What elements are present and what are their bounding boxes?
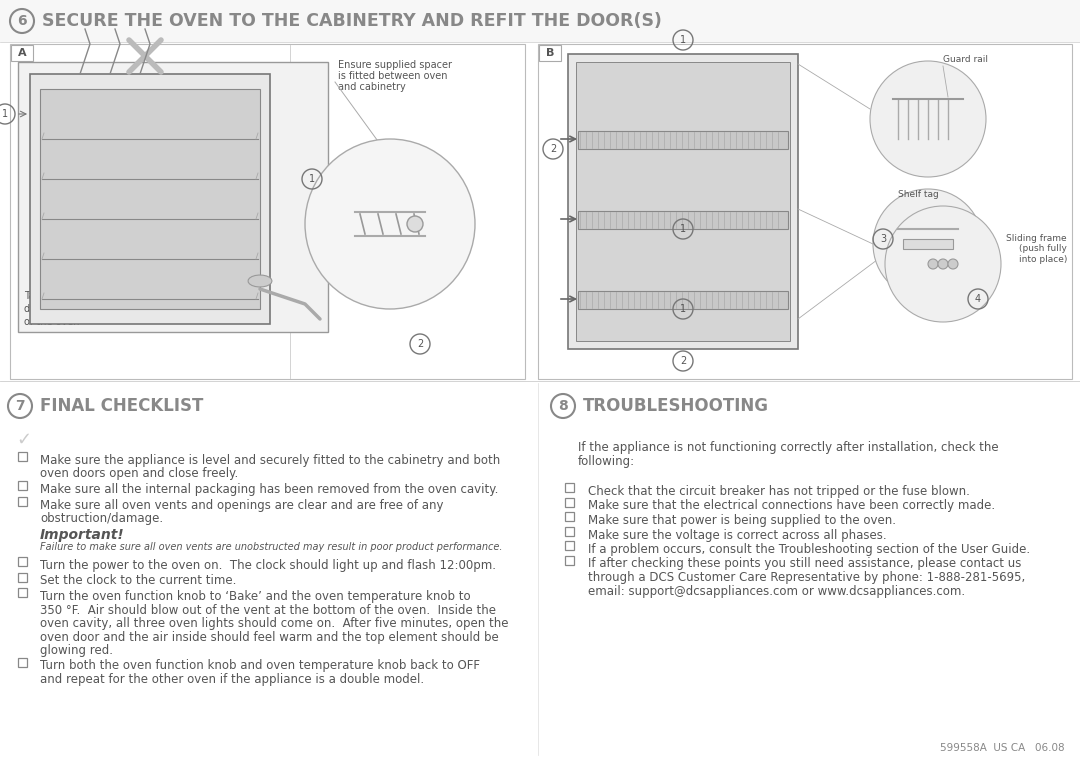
Text: following:: following:	[578, 455, 635, 468]
Text: 1: 1	[680, 35, 686, 45]
Bar	[18, 62, 328, 332]
Bar	[18, 481, 27, 490]
Text: 599558A  US CA   06.08: 599558A US CA 06.08	[941, 743, 1065, 753]
Text: and cabinetry: and cabinetry	[338, 82, 406, 92]
Bar	[568, 54, 798, 349]
Bar	[903, 239, 953, 249]
Text: and repeat for the other oven if the appliance is a double model.: and repeat for the other oven if the app…	[40, 673, 424, 686]
Text: Turn both the oven function knob and oven temperature knob back to OFF: Turn both the oven function knob and ove…	[40, 659, 480, 672]
Text: Make sure that power is being supplied to the oven.: Make sure that power is being supplied t…	[588, 514, 896, 527]
Text: 2: 2	[550, 144, 556, 154]
Text: 1: 1	[680, 224, 686, 234]
Circle shape	[873, 189, 983, 299]
Circle shape	[939, 259, 948, 269]
Circle shape	[928, 259, 939, 269]
Text: 3: 3	[880, 234, 886, 244]
Bar	[578, 131, 788, 149]
Circle shape	[948, 259, 958, 269]
Text: Make sure all the internal packaging has been removed from the oven cavity.: Make sure all the internal packaging has…	[40, 483, 498, 496]
Text: A: A	[17, 48, 26, 58]
Text: oven door and the air inside should feel warm and the top element should be: oven door and the air inside should feel…	[40, 630, 499, 643]
Text: FINAL CHECKLIST: FINAL CHECKLIST	[40, 397, 203, 415]
Bar	[18, 572, 27, 581]
Bar	[565, 512, 573, 521]
Text: email: support@dcsappliances.com or www.dcsappliances.com.: email: support@dcsappliances.com or www.…	[588, 584, 966, 597]
Text: Sliding frame
(push fully
into place): Sliding frame (push fully into place)	[1007, 234, 1067, 264]
Text: Guard rail: Guard rail	[943, 55, 988, 64]
Text: Check that the circuit breaker has not tripped or the fuse blown.: Check that the circuit breaker has not t…	[588, 485, 970, 498]
Text: 2: 2	[680, 356, 686, 366]
Bar	[578, 291, 788, 309]
Text: 7: 7	[15, 399, 25, 413]
Text: 1: 1	[680, 304, 686, 314]
Text: 8: 8	[558, 399, 568, 413]
Text: glowing red.: glowing red.	[40, 644, 113, 657]
Bar	[18, 452, 27, 461]
Circle shape	[305, 139, 475, 309]
Text: 6: 6	[17, 14, 27, 28]
Bar	[578, 211, 788, 229]
Text: TROUBLESHOOTING: TROUBLESHOOTING	[583, 397, 769, 415]
Bar	[10, 44, 525, 379]
Text: Make sure that the electrical connections have been correctly made.: Make sure that the electrical connection…	[588, 500, 995, 513]
Bar	[40, 89, 260, 309]
Text: 1: 1	[2, 109, 8, 119]
Text: Make sure all oven vents and openings are clear and are free of any: Make sure all oven vents and openings ar…	[40, 498, 444, 511]
Text: If after checking these points you still need assistance, please contact us: If after checking these points you still…	[588, 558, 1022, 571]
Text: through a DCS Customer Care Representative by phone: 1-888-281-5695,: through a DCS Customer Care Representati…	[588, 571, 1025, 584]
Text: If the appliance is not functioning correctly after installation, check the: If the appliance is not functioning corr…	[578, 441, 999, 454]
Circle shape	[885, 206, 1001, 322]
Text: Set the clock to the current time.: Set the clock to the current time.	[40, 575, 237, 588]
Text: Important!: Important!	[40, 527, 125, 542]
Bar	[576, 62, 789, 341]
Bar	[538, 44, 1072, 379]
Text: Ensure supplied spacer: Ensure supplied spacer	[338, 60, 453, 70]
Polygon shape	[248, 275, 272, 287]
Text: Turn the power to the oven on.  The clock should light up and flash 12:00pm.: Turn the power to the oven on. The clock…	[40, 559, 496, 572]
Circle shape	[870, 61, 986, 177]
Bar	[18, 588, 27, 597]
Bar	[565, 541, 573, 550]
Text: oven doors open and close freely.: oven doors open and close freely.	[40, 468, 239, 481]
Text: If a problem occurs, consult the Troubleshooting section of the User Guide.: If a problem occurs, consult the Trouble…	[588, 543, 1030, 556]
Bar	[18, 497, 27, 506]
Bar	[565, 555, 573, 565]
Text: Failure to make sure all oven vents are unobstructed may result in poor product : Failure to make sure all oven vents are …	[40, 542, 502, 552]
Text: SECURE THE OVEN TO THE CABINETRY AND REFIT THE DOOR(S): SECURE THE OVEN TO THE CABINETRY AND REF…	[42, 12, 662, 30]
Text: is fitted between oven: is fitted between oven	[338, 71, 447, 81]
Text: Turn the oven function knob to ‘Bake’ and the oven temperature knob to: Turn the oven function knob to ‘Bake’ an…	[40, 590, 471, 603]
Text: oven cavity, all three oven lights should come on.  After five minutes, open the: oven cavity, all three oven lights shoul…	[40, 617, 509, 630]
Text: Make sure the voltage is correct across all phases.: Make sure the voltage is correct across …	[588, 529, 887, 542]
Bar	[0, 0, 1080, 42]
Bar	[565, 497, 573, 507]
Text: 1: 1	[309, 174, 315, 184]
Bar	[30, 74, 270, 324]
Text: Shelf tag: Shelf tag	[897, 190, 939, 199]
Bar	[539, 45, 561, 61]
Bar	[565, 483, 573, 492]
Text: obstruction/damage.: obstruction/damage.	[40, 512, 163, 525]
Bar	[18, 658, 27, 667]
Bar	[11, 45, 33, 61]
Text: ✓: ✓	[16, 431, 31, 449]
Circle shape	[407, 216, 423, 232]
Text: 4: 4	[975, 294, 981, 304]
Bar	[565, 526, 573, 536]
Text: B: B	[545, 48, 554, 58]
Bar	[18, 557, 27, 566]
Text: 2: 2	[417, 339, 423, 349]
Text: Take care not to
damage the lower trim
of the oven: Take care not to damage the lower trim o…	[24, 291, 136, 327]
Text: 350 °F.  Air should blow out of the vent at the bottom of the oven.  Inside the: 350 °F. Air should blow out of the vent …	[40, 604, 496, 617]
Text: Make sure the appliance is level and securely fitted to the cabinetry and both: Make sure the appliance is level and sec…	[40, 454, 500, 467]
